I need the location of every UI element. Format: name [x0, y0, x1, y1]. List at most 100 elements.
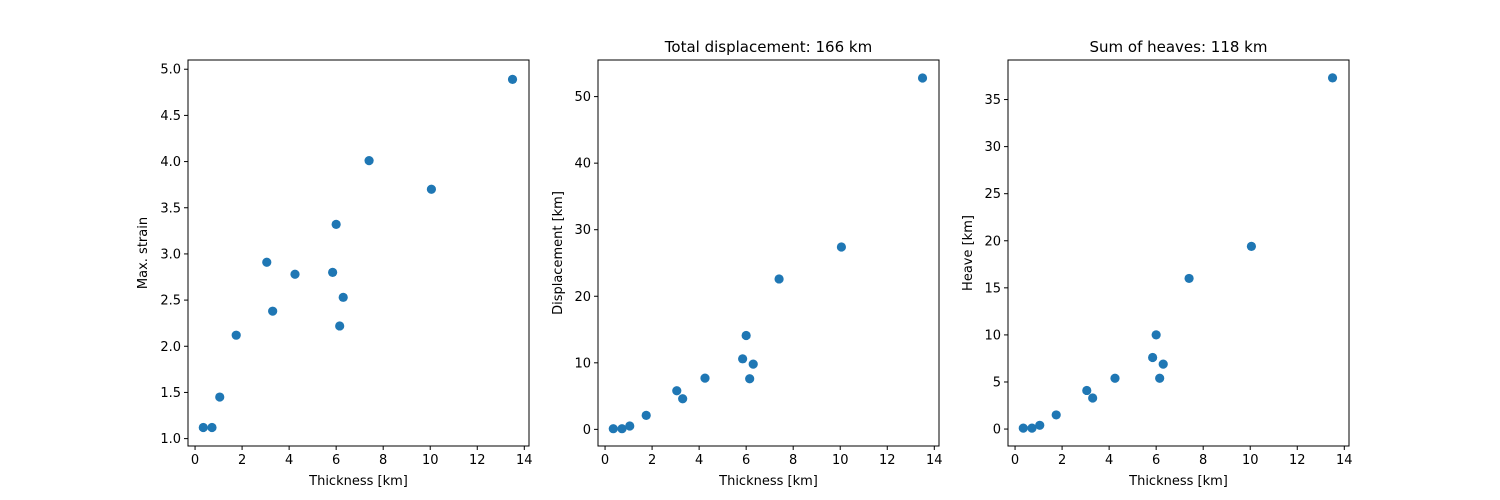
- y-tick-label: 30: [984, 140, 1001, 155]
- scatter-point: [700, 373, 710, 383]
- scatter-point: [1184, 273, 1194, 284]
- y-tick-label: 0: [583, 423, 591, 438]
- scatter-point: [774, 274, 784, 284]
- y-tick-label: 10: [984, 328, 1001, 343]
- y-tick-label: 1.5: [160, 386, 181, 401]
- y-tick-label: 2.5: [160, 294, 181, 309]
- scatter-point: [1148, 352, 1158, 363]
- scatter-point: [1155, 373, 1165, 383]
- x-axis-label: Thickness [km]: [718, 474, 818, 489]
- scatter-point: [678, 394, 688, 404]
- scatter-point: [1018, 423, 1028, 433]
- scatter-point: [1246, 241, 1257, 252]
- scatter-point: [748, 359, 758, 369]
- y-tick-label: 2.0: [160, 340, 181, 355]
- scatter-point: [364, 156, 374, 166]
- scatter-point: [1327, 73, 1338, 83]
- x-tick-label: 8: [379, 453, 387, 468]
- y-axis-label: Heave [km]: [961, 215, 976, 291]
- axes-frame: [1007, 59, 1350, 447]
- scatter-point: [198, 422, 208, 433]
- y-tick-label: 50: [574, 90, 591, 105]
- x-tick-label: 8: [1199, 453, 1207, 468]
- x-tick-label: 14: [926, 453, 943, 468]
- x-axis-label: Thickness [km]: [308, 474, 408, 489]
- y-tick-label: 4.5: [160, 109, 181, 124]
- scatter-point: [741, 330, 751, 341]
- scatter-point: [335, 321, 345, 331]
- panel-title: Sum of heaves: 118 km: [1089, 38, 1267, 56]
- panel-title: Total displacement: 166 km: [664, 38, 872, 56]
- scatter-point: [328, 267, 338, 277]
- y-tick-label: 20: [574, 290, 591, 305]
- x-tick-label: 6: [332, 453, 340, 468]
- panel-heave: Sum of heaves: 118 km Thickness [km] Hea…: [961, 38, 1353, 489]
- y-tick-label: 20: [984, 234, 1001, 249]
- y-tick-label: 40: [574, 157, 591, 172]
- y-tick-label: 5: [993, 375, 1001, 390]
- scatter-point: [672, 386, 682, 396]
- scatter-point: [1027, 423, 1037, 433]
- x-tick-label: 12: [1289, 453, 1306, 468]
- y-tick-label: 3.0: [160, 247, 181, 262]
- x-tick-label: 0: [1011, 453, 1019, 468]
- scatter-point: [917, 73, 928, 83]
- x-tick-label: 4: [1105, 453, 1113, 468]
- x-tick-label: 2: [648, 453, 656, 468]
- x-tick-label: 10: [1242, 453, 1259, 468]
- x-tick-label: 10: [422, 453, 439, 468]
- y-axis-label: Max. strain: [136, 217, 151, 289]
- x-tick-label: 0: [191, 453, 199, 468]
- scatter-point: [1082, 385, 1092, 396]
- x-tick-label: 6: [742, 453, 750, 468]
- scatter-point: [1088, 393, 1098, 403]
- scatter-point: [231, 330, 241, 340]
- scatter-point: [290, 269, 300, 279]
- scatter-point: [617, 424, 627, 434]
- x-tick-label: 6: [1152, 453, 1160, 468]
- scatter-point: [207, 422, 217, 433]
- x-tick-label: 2: [1058, 453, 1066, 468]
- scatter-point: [745, 374, 755, 384]
- scatter-point: [262, 257, 272, 267]
- x-tick-label: 12: [469, 453, 486, 468]
- scatter-point: [426, 184, 437, 194]
- scatter-point: [1151, 330, 1161, 340]
- scatter-point: [738, 354, 748, 364]
- x-tick-label: 12: [879, 453, 896, 468]
- scatter-point: [215, 392, 225, 402]
- y-tick-label: 30: [574, 223, 591, 238]
- x-tick-label: 4: [695, 453, 703, 468]
- scatter-point: [625, 421, 635, 431]
- y-tick-label: 1.0: [160, 432, 181, 447]
- scatter-point: [641, 410, 651, 420]
- axes-frame: [187, 59, 530, 447]
- x-axis-label: Thickness [km]: [1128, 474, 1228, 489]
- x-tick-label: 4: [285, 453, 293, 468]
- y-tick-label: 0: [993, 423, 1001, 438]
- scatter-point: [1110, 373, 1120, 383]
- x-tick-label: 14: [1336, 453, 1353, 468]
- x-tick-label: 0: [601, 453, 609, 468]
- y-tick-label: 35: [984, 93, 1001, 108]
- scatter-point: [1035, 420, 1045, 430]
- x-tick-label: 2: [238, 453, 246, 468]
- y-tick-label: 3.5: [160, 201, 181, 216]
- panel-displacement: Total displacement: 166 km Thickness [km…: [551, 38, 943, 489]
- scatter-point: [331, 219, 341, 229]
- y-tick-label: 15: [984, 281, 1001, 296]
- scatter-point: [608, 424, 618, 434]
- y-axis-label: Displacement [km]: [551, 191, 566, 315]
- scatter-point: [507, 74, 518, 84]
- y-tick-label: 10: [574, 356, 591, 371]
- scatter-point: [268, 306, 278, 316]
- panel-max-strain: Thickness [km] Max. strain 0 2 4 6 8 10 12 14 1.…: [136, 59, 533, 489]
- x-tick-label: 8: [789, 453, 797, 468]
- x-tick-label: 14: [516, 453, 533, 468]
- y-tick-label: 5.0: [160, 63, 181, 78]
- y-tick-label: 25: [984, 187, 1001, 202]
- x-tick-label: 10: [832, 453, 849, 468]
- scatter-point: [1051, 410, 1061, 420]
